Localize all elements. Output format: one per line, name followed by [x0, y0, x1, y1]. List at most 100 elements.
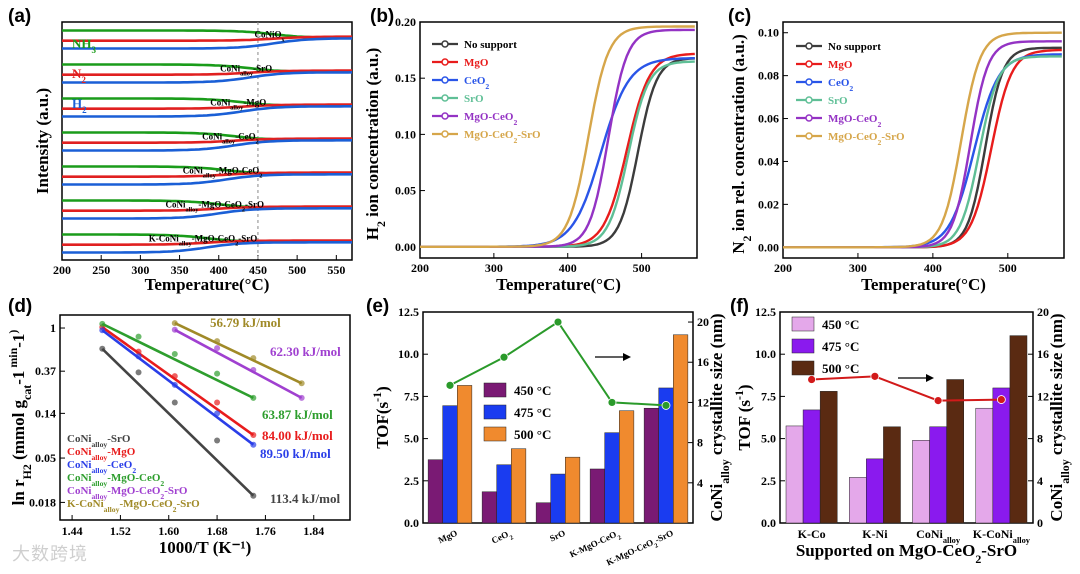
panel-e-legend-swatch-2 — [483, 426, 507, 442]
panel-f: (f) 0.0 2.5 5.0 7.5 10.0 12.5 0 4 8 12 16 20 TOF (s-1… — [730, 296, 1072, 566]
panel-e-legend-text-1: 475 °C — [514, 405, 551, 420]
panel-e-bar-2-0 — [535, 502, 551, 524]
panel-e-bar-3-2 — [619, 410, 635, 524]
panel-a-curve-3-1 — [62, 137, 352, 144]
panel-a-sample-label-3: CoNialloy-CeO2 — [202, 131, 259, 145]
panel-b-ytick-label: 0.05 — [395, 184, 416, 198]
panel-d-legend-text-5-part: K-CoNi — [67, 498, 104, 510]
panel-d-xtick-label: 1.68 — [207, 524, 228, 538]
panel-a-sample-label-1-part: CoNi — [220, 63, 240, 73]
panel-f-y2tick-label: 20 — [1037, 305, 1049, 319]
panel-d-legend-text-3-part: alloy — [91, 479, 107, 488]
panel-e-legend-text-2: 500 °C — [514, 427, 551, 442]
panel-d-point-0 — [135, 369, 142, 376]
panel-c-legend-text-2-part: 2 — [849, 84, 853, 93]
panel-f-y2tick-label: 0 — [1037, 516, 1043, 530]
panel-c-legend-marker-3 — [805, 96, 813, 104]
panel-d-ea-label-5: 56.79 kJ/mol — [210, 315, 281, 330]
watermark-text: 大数跨境 — [12, 544, 88, 565]
panel-f-ytick-label: 12.5 — [755, 305, 776, 319]
panel-f-category-label-2-part: alloy — [943, 536, 961, 545]
panel-b-frame — [419, 21, 698, 259]
panel-d-ylabel-part: H2 — [20, 464, 34, 479]
panel-a-label: (a) — [8, 6, 31, 27]
panel-d-point-5 — [250, 355, 257, 362]
panel-f-legend-swatch-1 — [791, 338, 815, 354]
panel-e-category-label-0-part: MgO — [436, 528, 458, 546]
panel-a-sample-label-5-part: 2 — [242, 206, 245, 213]
panel-f-y2tick-label: 16 — [1037, 347, 1049, 361]
panel-b-xlabel: Temperature(°C) — [496, 275, 621, 294]
panel-d-ylabel-part: ln r — [9, 479, 28, 505]
panel-b-xtick-label: 400 — [559, 261, 577, 275]
panel-d-xtick-label: 1.44 — [62, 524, 83, 538]
panel-f-category-label-1: K-Ni — [862, 527, 888, 541]
panel-d-legend-text-4-part: -SrO — [164, 485, 188, 497]
panel-f-category-label-3-part: alloy — [1013, 536, 1031, 545]
panel-f-y2label-part: CoNi — [1047, 484, 1066, 522]
panel-d-legend-text-3-part: 2 — [160, 479, 164, 488]
panel-a-nh3-label: NH3 — [72, 36, 97, 55]
panel-e-crystallite-point-0 — [445, 380, 455, 390]
panel-f-crystallite-point-2 — [933, 396, 943, 406]
panel-e-bar-1-0 — [481, 491, 497, 524]
panel-f-ylabel-part: ) — [735, 384, 754, 390]
panel-d-legend-text-2-part: 2 — [132, 466, 136, 475]
panel-a-sample-label-2-part: alloy — [230, 104, 244, 111]
panel-a-xtick-label: 350 — [171, 263, 189, 277]
panel-f-bar-0-1 — [802, 409, 821, 524]
panel-a-curve-0-2 — [62, 37, 353, 50]
panel-c-ytick-label: 0.06 — [758, 112, 779, 126]
panel-a-curve-1-2 — [62, 71, 353, 84]
panel-a-sample-label-5-part: -SrO — [245, 199, 264, 209]
panel-e-ytick-label: 0.0 — [404, 516, 419, 530]
panel-f-ytick-label: 2.5 — [761, 474, 776, 488]
panel-e-category-label-4-part: K-MgO-CeO — [605, 537, 655, 567]
panel-a-n2-label: N2 — [72, 66, 86, 85]
panel-e-category-label-0: MgO — [436, 528, 458, 546]
panel-d-ytick-label: 0.018 — [29, 495, 56, 509]
panel-a-xtick-label: 550 — [327, 263, 345, 277]
panel-e-y2tick-label: 16 — [697, 355, 709, 369]
panel-c-legend-text-5-part: -SrO — [881, 131, 905, 143]
panel-d-legend-text-4: CoNialloy-MgO-CeO2-SrO — [67, 485, 188, 501]
panel-c-legend-text-5-part: 2 — [877, 138, 881, 147]
panel-b-ytick-label: 0.10 — [395, 127, 416, 141]
panel-a-sample-label-4-part: 2 — [259, 172, 262, 179]
panel-d-legend-text-2-part: -CeO — [107, 459, 132, 471]
panel-a-curve-0-1 — [62, 35, 352, 42]
panel-a-curve-6-1 — [62, 239, 352, 246]
panel-f-bar-0-0 — [785, 425, 804, 524]
panel-d-ytick-label: 0.37 — [35, 364, 56, 378]
panel-a-sample-label-5: CoNialloy-MgO-CeO2-SrO — [165, 199, 264, 213]
panel-d-label: (d) — [8, 296, 32, 317]
panel-d-legend-text-1-part: -MgO — [107, 446, 136, 458]
panel-a-sample-label-6-part: K-CoNi — [149, 233, 179, 243]
panel-d-point-0 — [250, 492, 257, 499]
panel-f-y2label-part: alloy — [1058, 459, 1072, 483]
panel-e-bar-4-0 — [643, 407, 659, 524]
panel-b-legend-text-0: No support — [464, 39, 517, 51]
panel-f-ylabel-part: -1 — [732, 390, 746, 400]
panel-f-category-label-3: K-CoNialloy — [973, 527, 1031, 545]
panel-e-y2tick-label: 12 — [697, 395, 709, 409]
panel-c-ylabel-part: ion rel. concentration (a.u.) — [729, 34, 748, 235]
panel-d-ea-label-4: 62.30 kJ/mol — [270, 344, 341, 359]
panel-e-category-label-2: SrO — [548, 528, 567, 544]
panel-a-sample-label-1: CoNialloy-SrO — [220, 63, 272, 77]
panel-a-curve-4-1 — [62, 171, 352, 178]
panel-d-point-3 — [171, 350, 178, 357]
panel-d-ylabel-part: cat — [20, 385, 34, 400]
panel-b-series-5 — [420, 25, 695, 248]
panel-d-legend-text-3-part: -MgO-CeO — [107, 472, 161, 484]
panel-b-legend-text-4-part: MgO-CeO — [464, 111, 514, 123]
panel-d-ylabel-part: ) — [6, 330, 20, 334]
panel-e-y2tick-label: 4 — [697, 476, 703, 490]
panel-b-ylabel: H2 ion concentration (a.u.) — [363, 48, 388, 240]
panel-d-point-5 — [171, 320, 178, 327]
panel-e-ylabel-part: ) — [373, 386, 392, 392]
panel-d-fit-line-0 — [101, 347, 255, 497]
panel-d-ytick-label: 1 — [50, 321, 56, 335]
panel-b-xtick-label: 300 — [485, 261, 503, 275]
panel-b-legend-text-5-part: MgO-CeO — [464, 129, 514, 141]
